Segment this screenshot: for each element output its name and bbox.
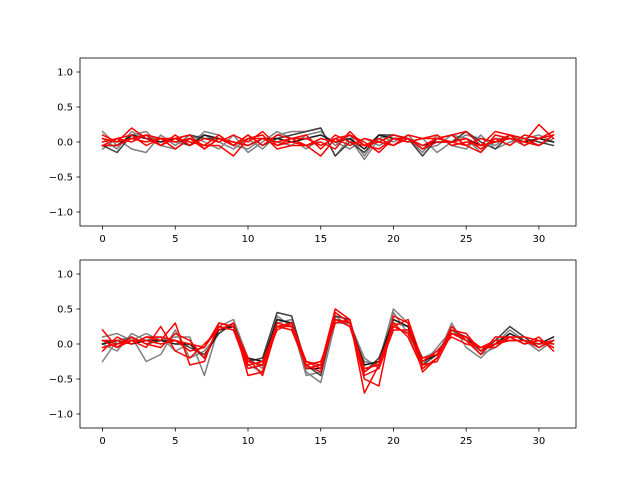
y-tick-label: 1.0 bbox=[57, 68, 73, 79]
y-tick-label: 0.5 bbox=[57, 305, 73, 316]
x-tick-label: 5 bbox=[172, 436, 178, 447]
y-tick-label: 0.0 bbox=[57, 340, 73, 351]
x-tick-label: 0 bbox=[99, 436, 105, 447]
y-tick-label: 0.5 bbox=[57, 103, 73, 114]
y-axis: −1.0 −0.5 0.0 0.5 1.0 bbox=[49, 68, 80, 219]
y-tick-label: 0.0 bbox=[57, 138, 73, 149]
y-axis: −1.0 −0.5 0.0 0.5 1.0 bbox=[49, 270, 80, 421]
series-line-9 bbox=[101, 133, 555, 150]
x-tick-label: 25 bbox=[460, 436, 473, 447]
x-tick-label: 15 bbox=[314, 234, 327, 245]
series-line-5 bbox=[101, 123, 555, 154]
x-tick-label: 10 bbox=[242, 234, 255, 245]
x-tick-label: 20 bbox=[387, 234, 400, 245]
series-line-5 bbox=[101, 308, 555, 394]
x-tick-label: 10 bbox=[242, 436, 255, 447]
series-line-9 bbox=[101, 318, 555, 370]
bottom-subplot: 0 5 10 15 20 25 30 −1.0 −0.5 0.0 0.5 1.0 bbox=[49, 259, 577, 447]
y-tick-label: −0.5 bbox=[49, 173, 73, 184]
x-tick-label: 5 bbox=[172, 234, 178, 245]
series-line-8 bbox=[101, 134, 555, 157]
y-tick-label: −1.0 bbox=[49, 410, 73, 421]
series-lines bbox=[101, 308, 555, 394]
top-subplot: 0 5 10 15 20 25 30 −1.0 −0.5 0.0 0.5 1.0 bbox=[49, 57, 577, 245]
x-tick-label: 20 bbox=[387, 436, 400, 447]
x-tick-label: 0 bbox=[99, 234, 105, 245]
x-tick-label: 25 bbox=[460, 234, 473, 245]
x-tick-label: 30 bbox=[533, 436, 546, 447]
y-tick-label: −0.5 bbox=[49, 375, 73, 386]
x-tick-label: 30 bbox=[533, 234, 546, 245]
x-axis: 0 5 10 15 20 25 30 bbox=[99, 428, 545, 447]
x-tick-label: 15 bbox=[314, 436, 327, 447]
y-tick-label: −1.0 bbox=[49, 208, 73, 219]
x-axis: 0 5 10 15 20 25 30 bbox=[99, 226, 545, 245]
series-line-0 bbox=[101, 308, 555, 384]
y-tick-label: 1.0 bbox=[57, 270, 73, 281]
series-line-7 bbox=[101, 130, 555, 157]
series-lines bbox=[101, 123, 555, 161]
